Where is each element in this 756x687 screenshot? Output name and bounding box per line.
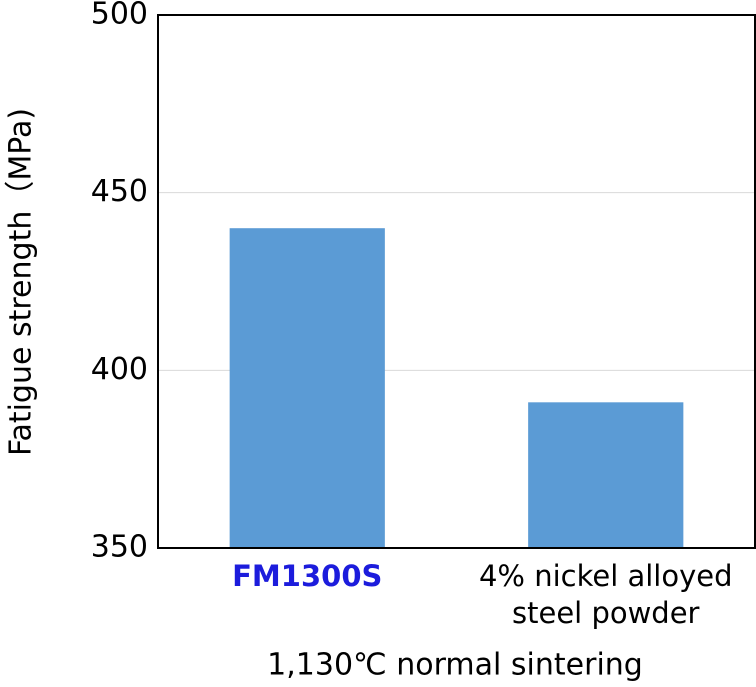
- y-tick-label: 500: [91, 0, 148, 32]
- x-tick-label: 4% nickel alloyed steel powder: [478, 559, 733, 630]
- bar: [229, 228, 385, 548]
- y-axis-title: Fatigue strength（MPa): [4, 108, 39, 456]
- y-tick-label: 400: [91, 352, 148, 387]
- y-tick-label: 450: [91, 174, 148, 209]
- x-axis-title: 1,130℃ normal sintering: [267, 648, 643, 683]
- bar: [528, 402, 684, 548]
- plot-frame: [157, 14, 756, 549]
- y-tick-label: 350: [91, 530, 148, 565]
- x-tick-label: FM1300S: [232, 559, 383, 593]
